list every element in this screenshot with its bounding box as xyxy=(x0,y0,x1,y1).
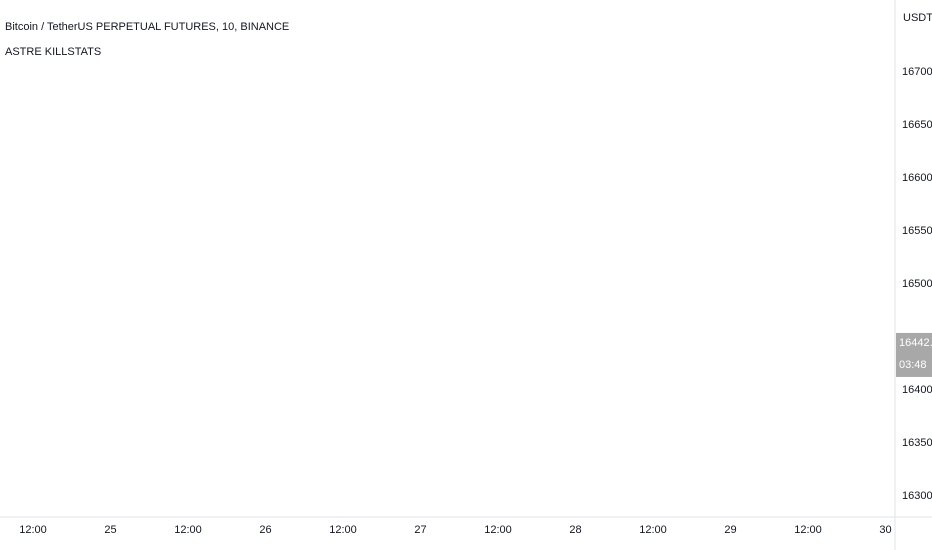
price-tick-label: 16400.0 xyxy=(902,384,932,396)
time-tick-label: 12:00 xyxy=(794,524,822,536)
time-tick-label: 28 xyxy=(569,524,581,536)
time-tick-label: 26 xyxy=(259,524,271,536)
time-tick-label: 12:00 xyxy=(174,524,202,536)
indicator-name: ASTRE KILLSTATS xyxy=(5,46,101,58)
symbol-title: Bitcoin / TetherUS PERPETUAL FUTURES, 10… xyxy=(5,21,289,33)
price-tick-label: 16550.0 xyxy=(902,225,932,237)
time-tick-label: 25 xyxy=(104,524,116,536)
time-tick-label: 27 xyxy=(414,524,426,536)
time-tick-label: 12:00 xyxy=(484,524,512,536)
currency: USDT xyxy=(903,12,932,24)
price-tick-label: 16500.0 xyxy=(902,278,932,290)
price-tick-label: 16700.0 xyxy=(902,66,932,78)
time-tick-label: 12:00 xyxy=(639,524,667,536)
last-price-box xyxy=(896,332,932,377)
price-tick-label: 16350.0 xyxy=(902,437,932,449)
time-tick-label: 29 xyxy=(724,524,736,536)
price-tick-label: 16600.0 xyxy=(902,172,932,184)
time-tick-label: 30 xyxy=(879,524,891,536)
countdown: 03:48 xyxy=(899,359,927,371)
price-tick-label: 16650.0 xyxy=(902,119,932,131)
price-tick-label: 16300.0 xyxy=(902,490,932,502)
time-tick-label: 12:00 xyxy=(19,524,47,536)
time-tick-label: 12:00 xyxy=(329,524,357,536)
last-price-label: 16442.5 xyxy=(899,337,932,349)
